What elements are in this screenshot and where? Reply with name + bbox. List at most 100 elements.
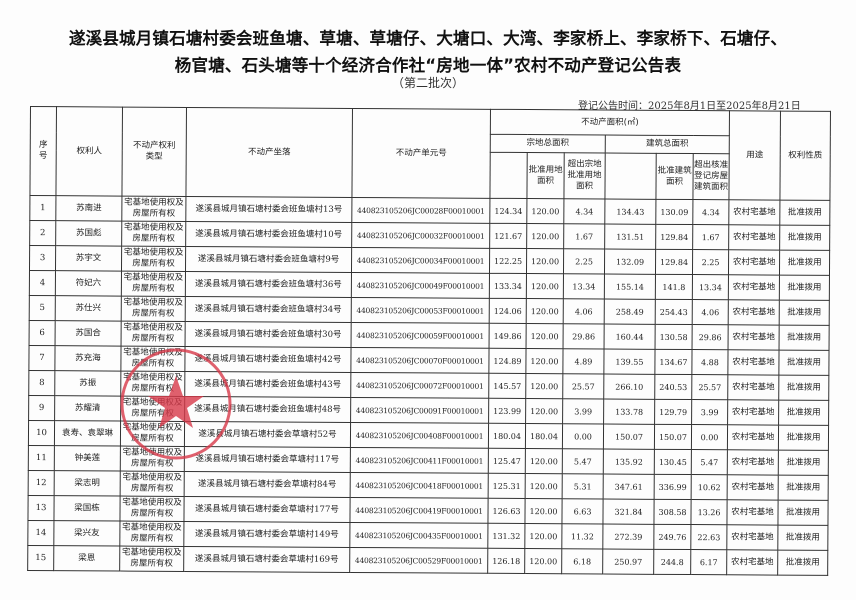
land-excess-cell: 5.31 xyxy=(562,473,604,500)
owner-cell: 苏充海 xyxy=(54,345,122,372)
right-type-cell: 宅基地使用权及房屋所有权 xyxy=(119,496,185,522)
land-excess-cell: 4.89 xyxy=(562,348,605,375)
seq-cell: 1 xyxy=(29,195,56,221)
building-excess-cell: 4.06 xyxy=(692,299,729,325)
seq-cell: 11 xyxy=(28,445,55,471)
land-total-cell: 131.32 xyxy=(487,523,525,549)
land-total-cell: 123.99 xyxy=(488,398,526,424)
building-approved-cell: 129.84 xyxy=(655,224,693,250)
land-excess-cell: 6.18 xyxy=(561,548,603,575)
land-total-cell: 133.34 xyxy=(489,273,527,299)
right-type-cell: 宅基地使用权及房屋所有权 xyxy=(120,371,185,397)
building-total-cell: 272.39 xyxy=(602,524,654,550)
land-total-cell: 121.67 xyxy=(489,223,527,249)
seq-cell: 4 xyxy=(29,270,56,296)
nature-cell: 批准拨用 xyxy=(777,550,828,576)
land-excess-cell: 4.06 xyxy=(563,298,605,325)
usage-cell: 农村宅基地 xyxy=(727,499,779,526)
owner-cell: 苏宇文 xyxy=(55,245,122,272)
nature-cell: 批准拨用 xyxy=(778,475,829,501)
header-location: 不动产坐落 xyxy=(185,107,353,198)
owner-cell: 梁恩 xyxy=(53,545,120,572)
unit-no-cell: 440823105206JC00419F00010001 xyxy=(349,497,489,524)
building-approved-cell: 308.58 xyxy=(653,499,692,525)
location-cell: 遂溪县城月镇石塘村委会草塘村169号 xyxy=(183,546,350,573)
location-cell: 遂溪县城月镇石塘村委会班鱼塘村30号 xyxy=(185,321,352,348)
owner-cell: 苏振 xyxy=(54,370,121,397)
owner-cell: 符妃六 xyxy=(55,270,122,297)
building-approved-cell: 254.43 xyxy=(655,299,693,325)
building-total-cell: 139.55 xyxy=(603,349,656,375)
unit-no-cell: 440823105206JC00053F00010001 xyxy=(351,297,490,324)
land-approved-cell: 120.00 xyxy=(524,498,563,524)
building-total-cell: 134.43 xyxy=(604,199,656,225)
title-line-2: 杨官塘、石头塘等十个经济合作社“房地一体”农村不动产登记公告表 xyxy=(174,56,682,75)
nature-cell: 批准拨用 xyxy=(779,225,830,251)
land-excess-cell: 3.99 xyxy=(562,398,604,425)
right-type-cell: 宅基地使用权及房屋所有权 xyxy=(120,421,185,447)
land-excess-cell: 6.63 xyxy=(561,498,604,525)
registration-table: 序号 权利人 不动产权利类型 不动产坐落 不动产单元号 不动产面积(㎡) 用途 … xyxy=(27,106,831,576)
header-building-approved: 批准建筑面积 xyxy=(655,153,694,200)
header-land-total: 宗地总面积 xyxy=(490,134,606,154)
building-total-cell: 347.61 xyxy=(603,474,655,500)
nature-cell: 批准拨用 xyxy=(778,350,830,376)
right-type-cell: 宅基地使用权及房屋所有权 xyxy=(121,246,186,272)
right-type-cell: 宅基地使用权及房屋所有权 xyxy=(121,271,186,297)
land-approved-cell: 120.00 xyxy=(525,348,564,374)
usage-cell: 农村宅基地 xyxy=(727,424,779,451)
unit-no-cell: 440823105206JC00059F00010001 xyxy=(351,322,490,349)
seq-cell: 9 xyxy=(28,395,55,421)
seq-cell: 10 xyxy=(28,420,55,446)
unit-no-cell: 440823105206JC00032F00010001 xyxy=(351,222,490,249)
nature-cell: 批准拨用 xyxy=(779,325,830,351)
usage-cell: 农村宅基地 xyxy=(728,274,780,301)
right-type-cell: 宅基地使用权及房屋所有权 xyxy=(119,546,184,572)
usage-cell: 农村宅基地 xyxy=(727,349,780,376)
location-cell: 遂溪县城月镇石塘村委会草塘村117号 xyxy=(184,446,351,473)
location-cell: 遂溪县城月镇石塘村委会班鱼塘村10号 xyxy=(185,221,352,248)
header-usage: 用途 xyxy=(728,110,781,201)
land-excess-cell: 5.47 xyxy=(562,448,604,475)
usage-cell: 农村宅基地 xyxy=(727,474,779,501)
header-right-type: 不动产权利类型 xyxy=(121,107,187,197)
land-approved-cell: 120.00 xyxy=(524,548,562,574)
building-excess-cell: 29.86 xyxy=(692,324,729,350)
building-excess-cell: 3.99 xyxy=(691,399,728,425)
building-approved-cell: 244.8 xyxy=(653,549,691,575)
building-excess-cell: 2.25 xyxy=(692,249,729,275)
right-type-cell: 宅基地使用权及房屋所有权 xyxy=(121,321,186,347)
land-total-cell: 145.57 xyxy=(488,373,526,399)
nature-cell: 批准拨用 xyxy=(777,525,828,551)
usage-cell: 农村宅基地 xyxy=(726,524,779,551)
seq-cell: 15 xyxy=(27,545,54,571)
land-total-cell: 125.47 xyxy=(488,448,526,474)
location-cell: 遂溪县城月镇石塘村委会班鱼塘村42号 xyxy=(184,346,352,373)
usage-cell: 农村宅基地 xyxy=(728,249,780,276)
usage-cell: 农村宅基地 xyxy=(728,224,780,251)
building-excess-cell: 4.88 xyxy=(691,349,729,375)
land-excess-cell: 13.34 xyxy=(563,273,605,300)
usage-cell: 农村宅基地 xyxy=(726,549,778,576)
location-cell: 遂溪县城月镇石塘村委会草塘村177号 xyxy=(183,496,351,523)
land-excess-cell: 4.34 xyxy=(563,198,605,225)
seq-cell: 6 xyxy=(29,320,56,346)
building-total-cell: 132.09 xyxy=(604,249,656,275)
usage-cell: 农村宅基地 xyxy=(728,199,780,226)
building-excess-cell: 5.47 xyxy=(691,449,728,475)
land-approved-cell: 120.00 xyxy=(525,373,563,399)
right-type-cell: 宅基地使用权及房屋所有权 xyxy=(120,396,185,422)
land-approved-cell: 120.00 xyxy=(525,448,563,474)
land-approved-cell: 120.00 xyxy=(526,273,564,299)
table-row: 15 梁恩 宅基地使用权及房屋所有权 遂溪县城月镇石塘村委会草塘村169号 440823… xyxy=(27,545,828,576)
land-approved-cell: 120.00 xyxy=(526,198,564,224)
unit-no-cell: 440823105206JC00529F00010001 xyxy=(349,547,488,574)
header-unit-no: 不动产单元号 xyxy=(351,108,491,199)
building-excess-cell: 1.67 xyxy=(692,224,729,250)
header-building-total: 建筑总面积 xyxy=(605,135,730,154)
location-cell: 遂溪县城月镇石塘村委会班鱼塘村34号 xyxy=(185,296,352,323)
right-type-cell: 宅基地使用权及房屋所有权 xyxy=(121,221,186,247)
usage-cell: 农村宅基地 xyxy=(727,399,779,426)
publish-time: 登记公告时间：2025年8月1日至2025年8月21日 xyxy=(578,101,801,112)
land-excess-cell: 2.25 xyxy=(563,248,605,275)
